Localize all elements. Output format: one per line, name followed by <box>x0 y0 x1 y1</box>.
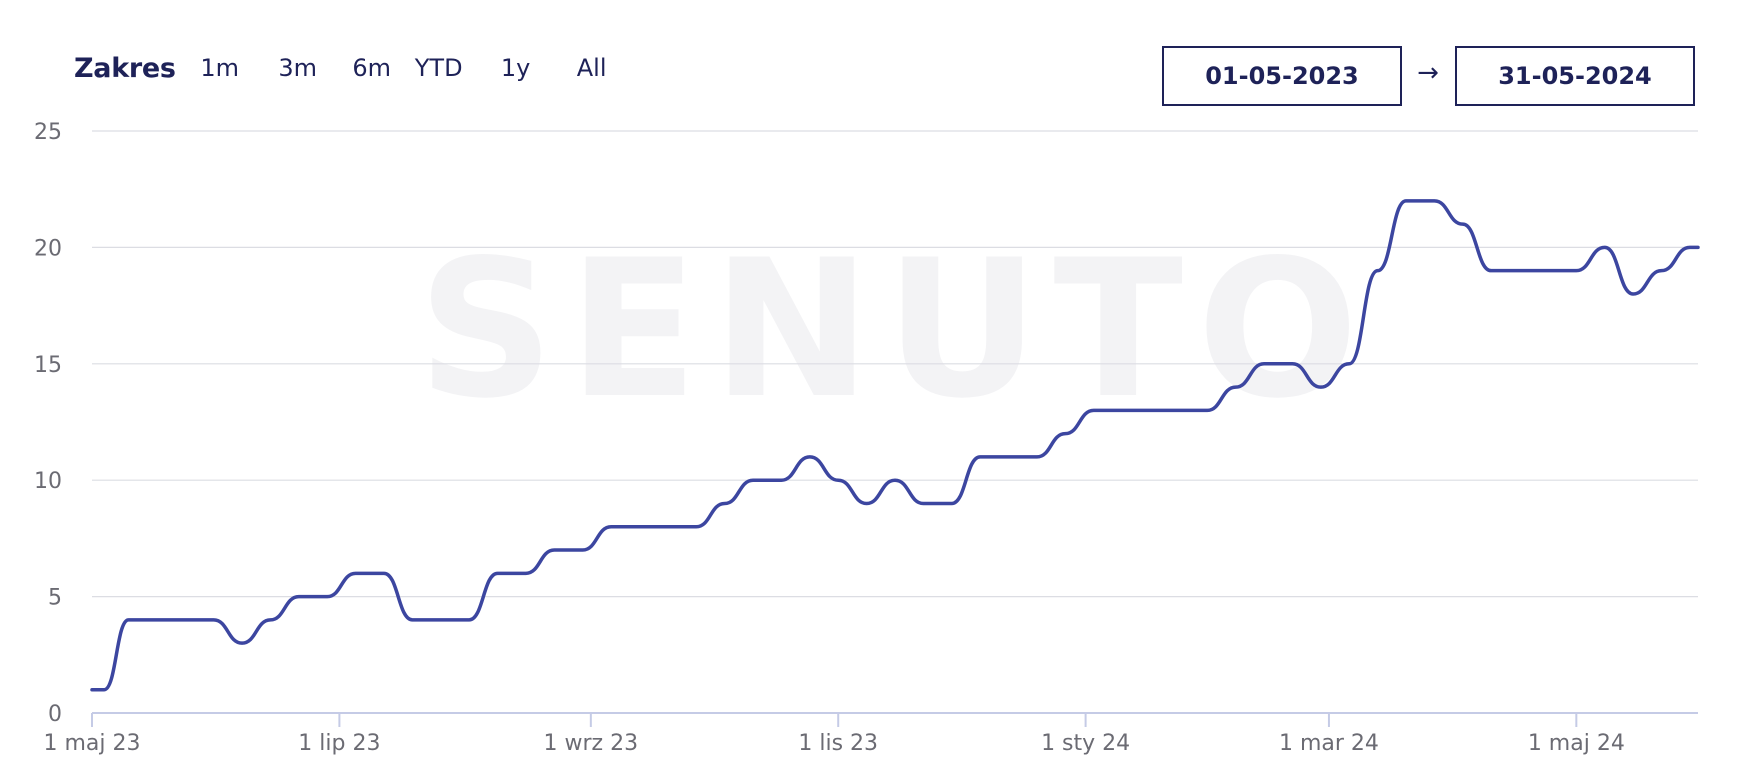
data-point <box>1490 269 1492 271</box>
data-point <box>553 549 555 551</box>
data-point <box>1007 456 1009 458</box>
data-point <box>979 456 981 458</box>
data-point <box>1376 269 1378 271</box>
data-point <box>440 619 442 621</box>
range-label: Zakres <box>74 52 176 84</box>
x-tick-label: 1 mar 24 <box>1279 731 1379 756</box>
x-tick-label: 1 maj 24 <box>1528 731 1625 756</box>
y-tick-label: 10 <box>34 469 62 494</box>
range-1y-button[interactable]: 1y <box>498 54 534 82</box>
data-point <box>1291 363 1293 365</box>
range-6m-button[interactable]: 6m <box>346 54 398 82</box>
data-point <box>922 502 924 504</box>
range-1m-button[interactable]: 1m <box>194 54 246 82</box>
series-line <box>90 199 1700 692</box>
data-point <box>1547 269 1549 271</box>
data-point <box>91 689 93 691</box>
data-point <box>1433 200 1435 202</box>
data-point <box>1121 409 1123 411</box>
data-point <box>212 619 214 621</box>
data-point <box>1660 269 1662 271</box>
data-point <box>780 479 782 481</box>
data-point <box>1064 432 1066 434</box>
range-ytd-button[interactable]: YTD <box>410 54 468 82</box>
data-point <box>1320 386 1322 388</box>
data-point <box>695 526 697 528</box>
y-tick-label: 15 <box>34 353 62 378</box>
data-point <box>103 689 105 691</box>
data-point <box>1263 363 1265 365</box>
x-tick-label: 1 lis 23 <box>798 731 878 756</box>
date-to-field[interactable]: 31-05-2024 <box>1455 46 1695 106</box>
x-tick-label: 1 wrz 23 <box>544 731 639 756</box>
range-3m-button[interactable]: 3m <box>272 54 324 82</box>
data-point <box>156 619 158 621</box>
x-tick-label: 1 lip 23 <box>298 731 380 756</box>
data-point <box>1632 293 1634 295</box>
data-point <box>1348 363 1350 365</box>
y-tick-label: 25 <box>34 120 62 145</box>
watermark-logo: SENUTO <box>417 219 1372 440</box>
data-point <box>354 572 356 574</box>
data-point <box>468 619 470 621</box>
data-point <box>837 479 839 481</box>
data-point <box>496 572 498 574</box>
y-tick-label: 0 <box>48 702 62 727</box>
x-tick-label: 1 maj 23 <box>43 731 140 756</box>
date-range-arrow: → <box>1417 58 1439 88</box>
data-point <box>1604 246 1606 248</box>
x-tick-label: 1 sty 24 <box>1041 731 1130 756</box>
data-point <box>1575 269 1577 271</box>
data-point <box>326 595 328 597</box>
data-point <box>1234 386 1236 388</box>
data-point <box>610 526 612 528</box>
data-point <box>1178 409 1180 411</box>
data-point <box>525 572 527 574</box>
data-point <box>269 619 271 621</box>
data-point <box>127 619 129 621</box>
data-point <box>894 479 896 481</box>
data-point <box>1405 200 1407 202</box>
data-point <box>667 526 669 528</box>
data-point <box>411 619 413 621</box>
data-point <box>865 502 867 504</box>
data-point <box>638 526 640 528</box>
data-point <box>1518 269 1520 271</box>
range-selector: Zakres 1m 3m 6m YTD 1y All <box>74 46 612 90</box>
data-point <box>1093 409 1095 411</box>
data-point <box>241 642 243 644</box>
y-tick-label: 20 <box>34 236 62 261</box>
data-point <box>723 502 725 504</box>
range-all-button[interactable]: All <box>572 54 612 82</box>
data-point <box>1206 409 1208 411</box>
y-tick-label: 5 <box>48 586 62 611</box>
data-point <box>383 572 385 574</box>
data-point <box>184 619 186 621</box>
date-from-field[interactable]: 01-05-2023 <box>1162 46 1402 106</box>
data-point <box>1462 223 1464 225</box>
data-point <box>582 549 584 551</box>
data-point <box>1036 456 1038 458</box>
data-point <box>298 595 300 597</box>
data-point <box>809 456 811 458</box>
data-point <box>951 502 953 504</box>
data-point <box>1689 246 1691 248</box>
data-point <box>1697 246 1699 248</box>
data-point <box>752 479 754 481</box>
data-point <box>1149 409 1151 411</box>
